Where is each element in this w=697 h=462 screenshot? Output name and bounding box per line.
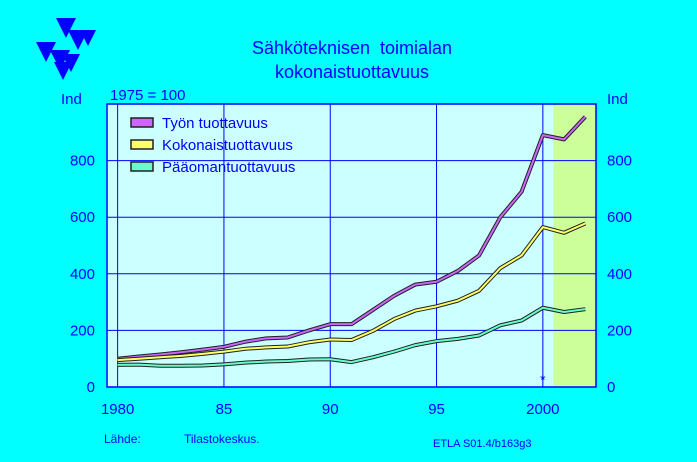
source-label: Lähde: bbox=[104, 432, 141, 446]
y-tick-label-left: 800 bbox=[70, 153, 95, 170]
x-tick-label: 2000 bbox=[526, 401, 559, 418]
source-text: Tilastokeskus. bbox=[184, 432, 260, 446]
x-tick-label: 95 bbox=[428, 401, 445, 418]
legend-label-2: Pääomantuottavuus bbox=[162, 159, 295, 176]
legend-swatch-1 bbox=[130, 139, 154, 150]
y-axis-unit-right: Ind bbox=[607, 91, 628, 108]
y-axis-unit-left: Ind bbox=[61, 91, 82, 108]
y-tick-label-right: 800 bbox=[607, 153, 632, 170]
legend-label-1: Kokonaistuottavuus bbox=[162, 137, 293, 154]
x-tick-label: 1980 bbox=[101, 401, 134, 418]
y-tick-labels-right: 0 200 400 600 800 bbox=[607, 153, 632, 396]
series-line-0 bbox=[117, 116, 587, 360]
plot-frame bbox=[106, 103, 597, 388]
x-tick-label: 90 bbox=[322, 401, 339, 418]
plot-area: * bbox=[106, 103, 597, 388]
y-tick-label-right: 400 bbox=[607, 266, 632, 283]
chart-title-line-1: Sähköteknisen toimialan bbox=[252, 38, 452, 58]
y-tick-label-right: 600 bbox=[607, 209, 632, 226]
x-tick-label: 85 bbox=[216, 401, 233, 418]
series-line-1 bbox=[117, 222, 586, 362]
legend-label-0: Työn tuottavuus bbox=[162, 115, 268, 132]
chart-code: ETLA S01.4/b163g3 bbox=[433, 438, 531, 450]
y-tick-label-right: 200 bbox=[607, 322, 632, 339]
y-tick-label-left: 600 bbox=[70, 209, 95, 226]
y-tick-labels-left: 0 200 400 600 800 bbox=[70, 153, 95, 396]
etla-triangles-logo-icon bbox=[36, 18, 96, 80]
x-tick-labels: 1980 85 90 95 2000 bbox=[101, 401, 560, 418]
y-tick-label-left: 200 bbox=[70, 322, 95, 339]
y-tick-label-left: 400 bbox=[70, 266, 95, 283]
y-tick-label-right: 0 bbox=[607, 379, 615, 396]
y-tick-label-left: 0 bbox=[87, 379, 95, 396]
series-line-2 bbox=[117, 306, 586, 367]
base-year-note: 1975 = 100 bbox=[110, 87, 186, 104]
forecast-band bbox=[553, 104, 596, 387]
legend-swatch-2 bbox=[130, 161, 154, 172]
legend-swatch-0 bbox=[130, 117, 154, 128]
chart-title-line-2: kokonaistuottavuus bbox=[275, 62, 429, 82]
legend: Työn tuottavuus Kokonaistuottavuus Pääoman… bbox=[130, 115, 295, 176]
series-lines bbox=[117, 115, 587, 368]
marker-note: * bbox=[540, 371, 546, 387]
